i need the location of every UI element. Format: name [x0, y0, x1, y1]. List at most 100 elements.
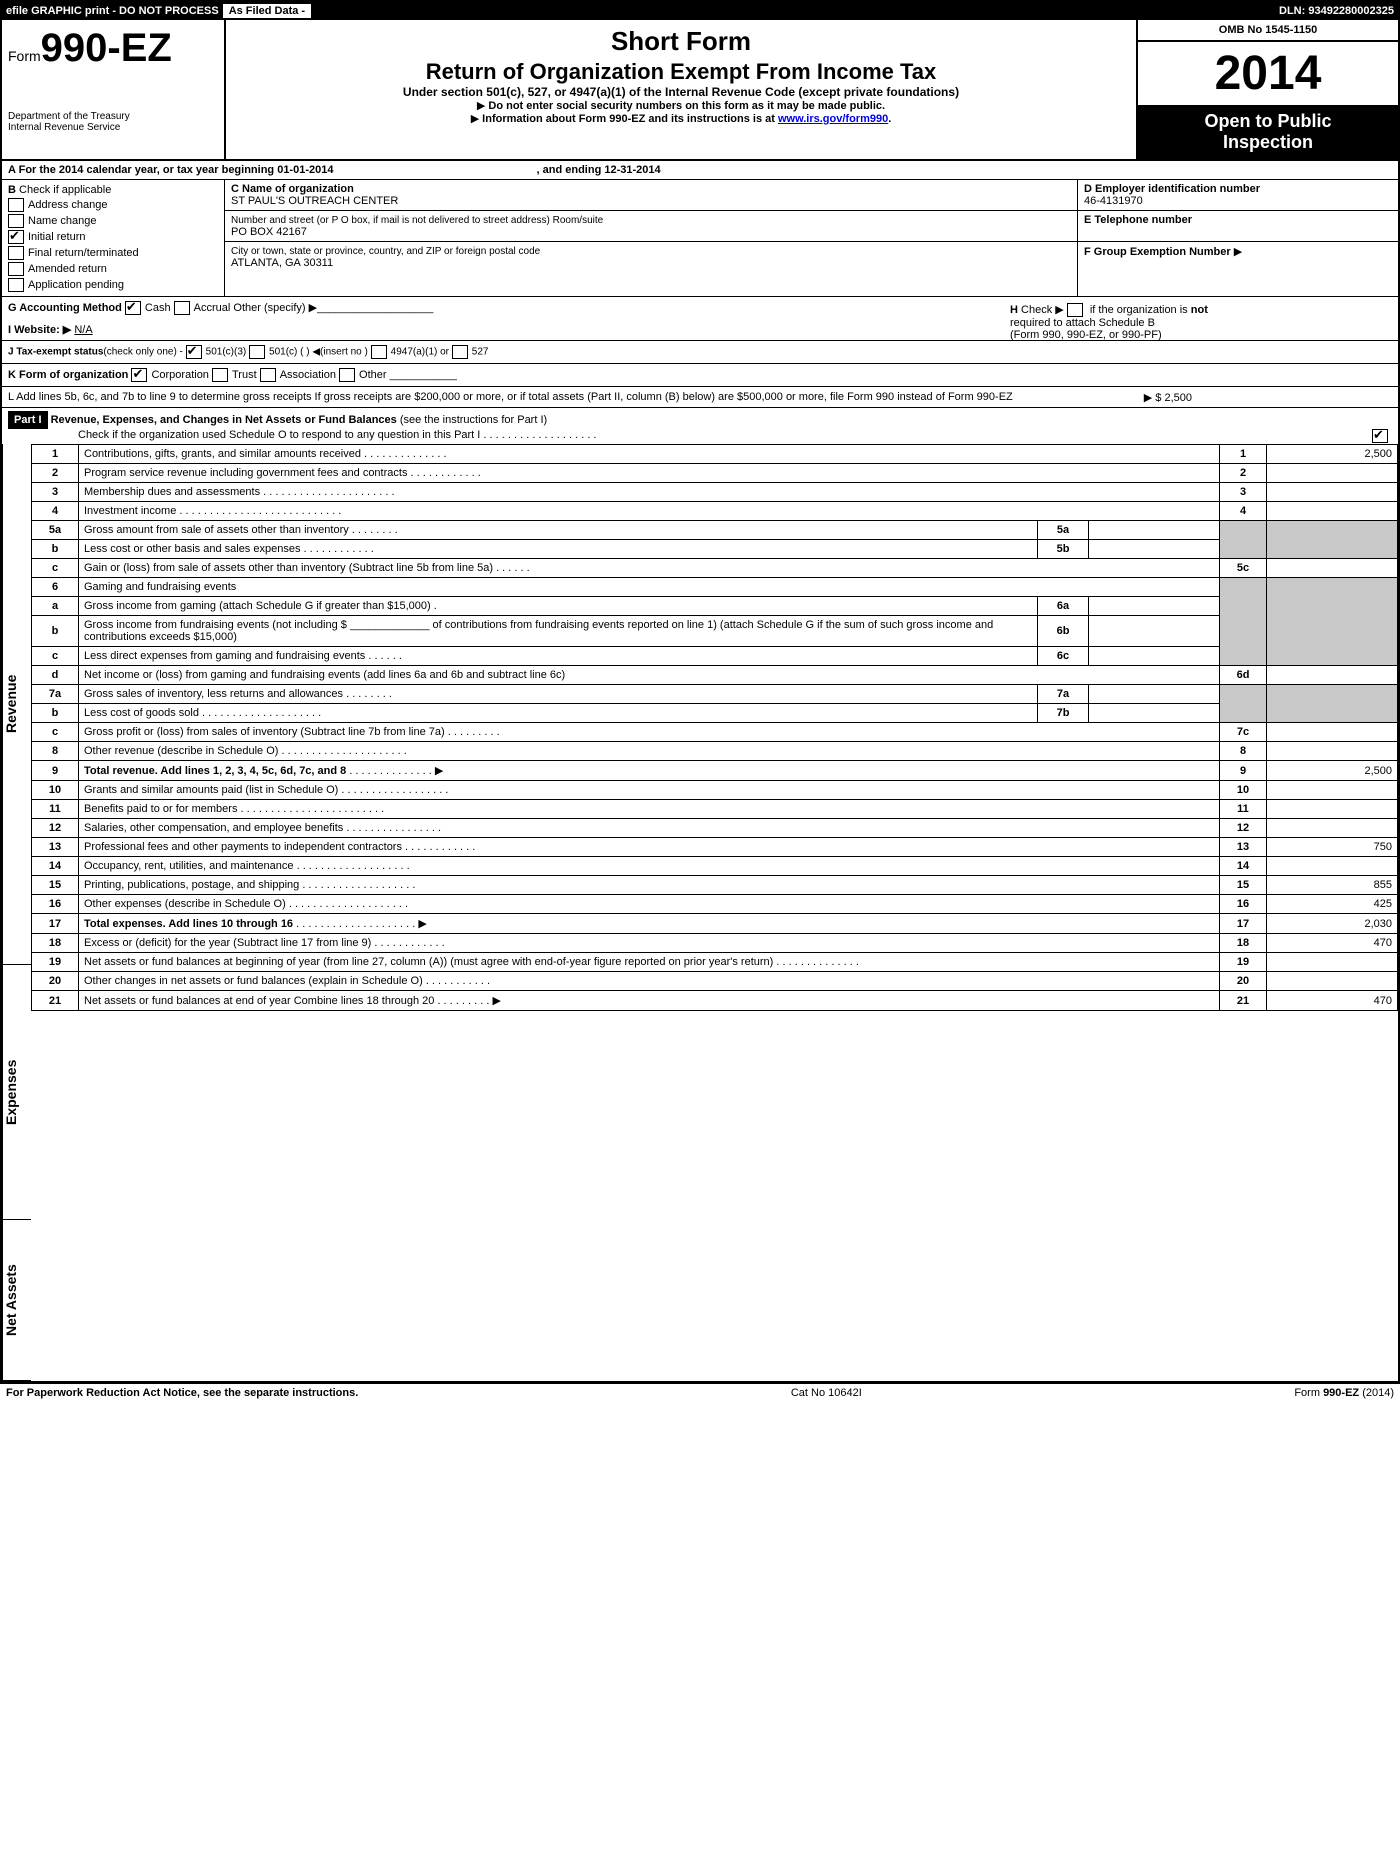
line-6d: dNet income or (loss) from gaming and fu…: [32, 666, 1398, 685]
line-5c: cGain or (loss) from sale of assets othe…: [32, 559, 1398, 578]
amt-9: 2,500: [1267, 761, 1398, 781]
ck-other[interactable]: [339, 368, 355, 382]
amt-13: 750: [1267, 838, 1398, 857]
side-netassets: Net Assets: [2, 1220, 31, 1381]
section-g-h: H Check ▶ if the organization is not req…: [2, 296, 1398, 319]
line-5b: bLess cost or other basis and sales expe…: [32, 540, 1398, 559]
lines-table: 1Contributions, gifts, grants, and simil…: [31, 444, 1398, 1011]
irs-link[interactable]: www.irs.gov/form990: [778, 113, 888, 125]
section-j: J Tax-exempt status(check only one) - 50…: [2, 340, 1398, 363]
as-filed: As Filed Data -: [219, 4, 1279, 18]
section-c: C Name of organizationST PAUL'S OUTREACH…: [225, 180, 1077, 296]
line-6b: bGross income from fundraising events (n…: [32, 616, 1398, 647]
dln: DLN: 93492280002325: [1279, 5, 1394, 17]
under-section: Under section 501(c), 527, or 4947(a)(1)…: [230, 85, 1132, 99]
ck-initial[interactable]: [8, 230, 24, 244]
ck-527[interactable]: [452, 345, 468, 359]
ck-cash[interactable]: [125, 301, 141, 315]
form-title: Return of Organization Exempt From Incom…: [230, 59, 1132, 85]
line-16: 16Other expenses (describe in Schedule O…: [32, 895, 1398, 914]
header-middle: Short Form Return of Organization Exempt…: [226, 20, 1136, 159]
line-7b: bLess cost of goods sold . . . . . . . .…: [32, 704, 1398, 723]
ck-corp[interactable]: [131, 368, 147, 382]
line-5a: 5aGross amount from sale of assets other…: [32, 521, 1398, 540]
form-990ez: efile GRAPHIC print - DO NOT PROCESS As …: [0, 0, 1400, 1383]
amt-18: 470: [1267, 934, 1398, 953]
section-d-e-f: D Employer identification number46-41319…: [1077, 180, 1398, 296]
ck-4947[interactable]: [371, 345, 387, 359]
line-13: 13Professional fees and other payments t…: [32, 838, 1398, 857]
line-6: 6Gaming and fundraising events: [32, 578, 1398, 597]
tax-year: 2014: [1138, 42, 1398, 105]
amt-17: 2,030: [1267, 914, 1398, 934]
ck-final[interactable]: [8, 246, 24, 260]
side-revenue: Revenue: [2, 444, 31, 965]
ck-501c3[interactable]: [186, 345, 202, 359]
line-3: 3Membership dues and assessments . . . .…: [32, 483, 1398, 502]
section-b-c-d: B Check if applicable Address change Nam…: [2, 180, 1398, 296]
ck-pending[interactable]: [8, 278, 24, 292]
dept-treasury: Department of the Treasury: [8, 111, 218, 122]
line-19: 19Net assets or fund balances at beginni…: [32, 953, 1398, 972]
line-14: 14Occupancy, rent, utilities, and mainte…: [32, 857, 1398, 876]
ck-address[interactable]: [8, 198, 24, 212]
section-l: L Add lines 5b, 6c, and 7b to line 9 to …: [2, 386, 1398, 407]
part1-body: Revenue Expenses Net Assets 1Contributio…: [2, 444, 1398, 1381]
line-20: 20Other changes in net assets or fund ba…: [32, 972, 1398, 991]
form-version: Form 990-EZ (2014): [1294, 1387, 1394, 1399]
line-10: 10Grants and similar amounts paid (list …: [32, 781, 1398, 800]
page-footer: For Paperwork Reduction Act Notice, see …: [0, 1383, 1400, 1402]
omb-no: OMB No 1545-1150: [1138, 20, 1398, 42]
amt-1: 2,500: [1267, 445, 1398, 464]
line-21: 21Net assets or fund balances at end of …: [32, 991, 1398, 1011]
note-info: Information about Form 990-EZ and its in…: [230, 112, 1132, 125]
efile-label: efile GRAPHIC print - DO NOT PROCESS: [6, 5, 219, 17]
side-expenses: Expenses: [2, 965, 31, 1220]
line-8: 8Other revenue (describe in Schedule O) …: [32, 742, 1398, 761]
line-7c: cGross profit or (loss) from sales of in…: [32, 723, 1398, 742]
header-right: OMB No 1545-1150 2014 Open to PublicInsp…: [1136, 20, 1398, 159]
line-18: 18Excess or (deficit) for the year (Subt…: [32, 934, 1398, 953]
ck-name[interactable]: [8, 214, 24, 228]
line-2: 2Program service revenue including gover…: [32, 464, 1398, 483]
website: N/A: [74, 324, 92, 336]
part1-bar: Part I: [8, 411, 48, 429]
line-11: 11Benefits paid to or for members . . . …: [32, 800, 1398, 819]
amt-15: 855: [1267, 876, 1398, 895]
short-form: Short Form: [230, 26, 1132, 57]
section-b: B Check if applicable Address change Nam…: [2, 180, 225, 296]
form-number: Form990-EZ: [8, 26, 218, 71]
gross-receipts: ▶ $ 2,500: [1144, 391, 1192, 404]
line-15: 15Printing, publications, postage, and s…: [32, 876, 1398, 895]
public-inspection: Open to PublicInspection: [1138, 105, 1398, 159]
section-h: H Check ▶ if the organization is not req…: [1008, 301, 1392, 343]
section-k: K Form of organization Corporation Trust…: [2, 363, 1398, 386]
line-12: 12Salaries, other compensation, and empl…: [32, 819, 1398, 838]
efile-topbar: efile GRAPHIC print - DO NOT PROCESS As …: [2, 2, 1398, 20]
part1-header: Part I Revenue, Expenses, and Changes in…: [2, 407, 1398, 444]
line-17: 17Total expenses. Add lines 10 through 1…: [32, 914, 1398, 934]
ck-h[interactable]: [1067, 303, 1083, 317]
line-9: 9Total revenue. Add lines 1, 2, 3, 4, 5c…: [32, 761, 1398, 781]
org-street: PO BOX 42167: [231, 226, 307, 238]
ck-amended[interactable]: [8, 262, 24, 276]
line-6a: aGross income from gaming (attach Schedu…: [32, 597, 1398, 616]
ein: 46-4131970: [1084, 195, 1143, 207]
header: Form990-EZ Department of the Treasury In…: [2, 20, 1398, 161]
section-a: A For the 2014 calendar year, or tax yea…: [2, 161, 1398, 180]
amt-21: 470: [1267, 991, 1398, 1011]
line-4: 4Investment income . . . . . . . . . . .…: [32, 502, 1398, 521]
ck-501c[interactable]: [249, 345, 265, 359]
cat-no: Cat No 10642I: [791, 1387, 862, 1399]
ck-trust[interactable]: [212, 368, 228, 382]
org-name: ST PAUL'S OUTREACH CENTER: [231, 195, 398, 207]
ck-schedo[interactable]: [1372, 429, 1388, 443]
irs: Internal Revenue Service: [8, 122, 218, 133]
line-6c: cLess direct expenses from gaming and fu…: [32, 647, 1398, 666]
note-ssn: Do not enter social security numbers on …: [230, 99, 1132, 112]
ck-accrual[interactable]: [174, 301, 190, 315]
header-left: Form990-EZ Department of the Treasury In…: [2, 20, 226, 159]
amt-16: 425: [1267, 895, 1398, 914]
ck-assoc[interactable]: [260, 368, 276, 382]
org-city: ATLANTA, GA 30311: [231, 257, 333, 269]
